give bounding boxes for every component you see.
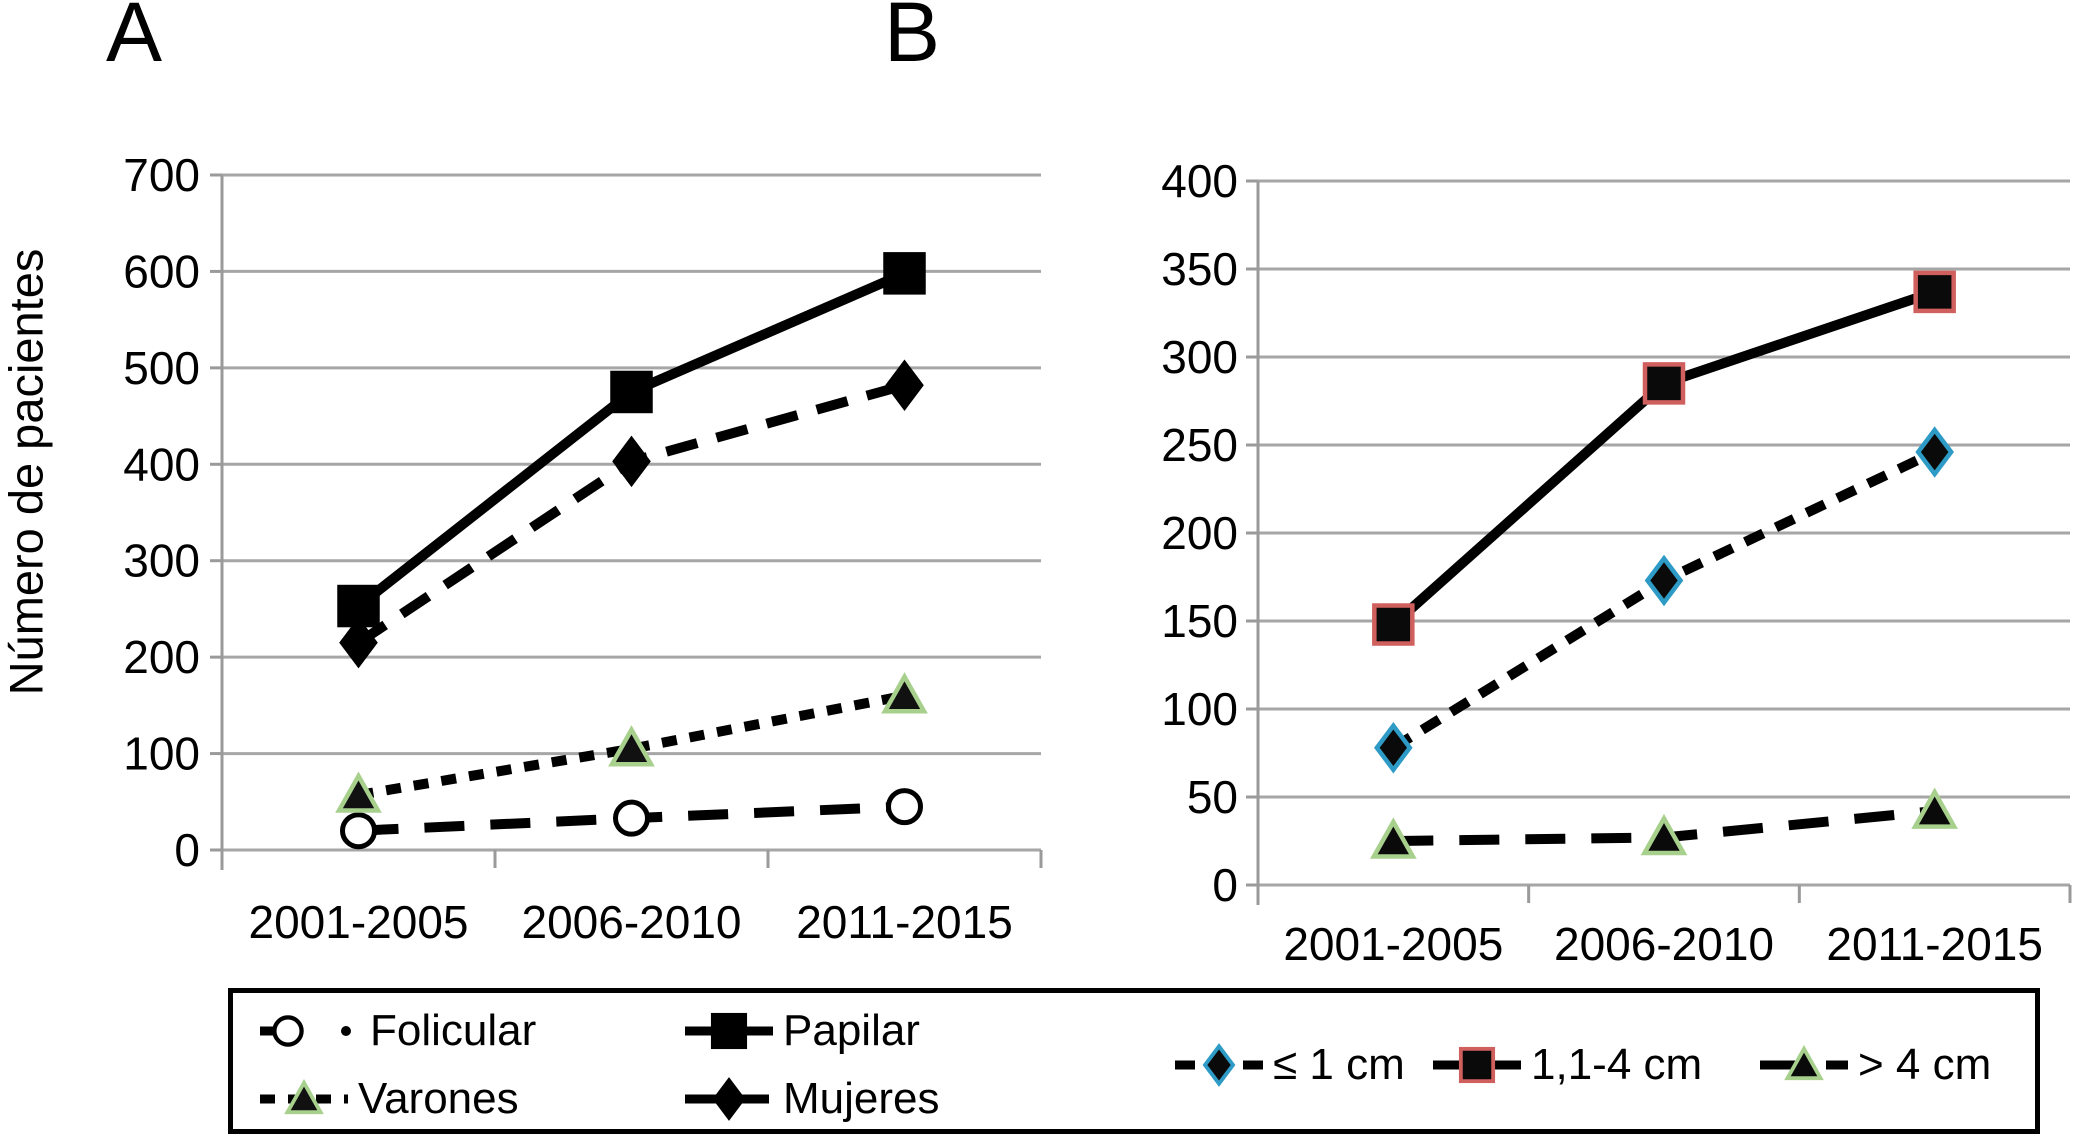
panel-B: 0 50 100 150 200 250 300 350 400 2001-2005 2006-20… xyxy=(1161,155,2072,970)
data-point-marker-square xyxy=(1458,1046,1496,1084)
y-tick-label: 300 xyxy=(1161,331,1238,383)
data-point-marker-triangle xyxy=(335,771,382,813)
y-tick-label: 100 xyxy=(123,728,200,780)
data-point-marker-triangle xyxy=(1640,813,1688,856)
legend-item-b-1: 1,1-4 cm xyxy=(1431,1040,1703,1089)
legend-swatch-triangle-icon xyxy=(260,1078,348,1115)
x-tick-label: 2011-2015 xyxy=(1826,918,2043,970)
panel-A: 0 100 200 300 400 500 600 700 2001-2005 2006-2010… xyxy=(123,149,1043,948)
series-Folicular xyxy=(340,788,923,850)
legend-item-a-0: Folicular xyxy=(258,1006,537,1055)
data-point-marker-circle xyxy=(613,799,650,837)
data-point-marker-square xyxy=(1372,603,1415,646)
y-tick-label: 200 xyxy=(1161,507,1238,559)
series-> 4 cm xyxy=(1369,787,1959,859)
data-point-marker-triangle xyxy=(1369,817,1417,859)
data-point-marker-diamond xyxy=(885,359,924,411)
legend-item-b-2: > 4 cm xyxy=(1758,1040,1992,1089)
legend-item-a-3: Mujeres xyxy=(683,1074,940,1123)
data-point-marker-triangle xyxy=(284,1078,324,1115)
y-tick-label: 200 xyxy=(123,631,200,683)
data-point-marker-square xyxy=(1913,270,1956,314)
legend-swatch-square-icon xyxy=(685,1012,773,1050)
y-tick-label: 250 xyxy=(1161,419,1238,471)
data-point-marker-diamond xyxy=(1202,1043,1236,1087)
data-point-marker-diamond xyxy=(1374,721,1413,774)
y-tick-label: 600 xyxy=(123,245,200,297)
series-≤ 1 cm xyxy=(1374,426,1954,774)
y-tick-label: 400 xyxy=(1161,155,1238,207)
legend-swatch-triangle-icon xyxy=(1760,1044,1848,1081)
panel-label-a: A xyxy=(106,0,163,79)
data-point-marker-square xyxy=(1642,362,1686,405)
legend-swatch-square-icon xyxy=(1433,1046,1521,1084)
data-point-marker-circle xyxy=(340,812,377,850)
data-point-marker-triangle xyxy=(881,672,928,714)
x-tick-label: 2006-2010 xyxy=(522,896,742,948)
y-tick-label: 300 xyxy=(123,535,200,587)
series-1,1-4 cm xyxy=(1372,270,1956,646)
y-tick-label: 50 xyxy=(1187,771,1238,823)
series-line xyxy=(355,380,906,647)
y-tick-label: 700 xyxy=(123,149,200,201)
x-tick-label: 2001-2005 xyxy=(249,896,469,948)
legend-label: > 4 cm xyxy=(1858,1040,1992,1089)
y-tick-label: 150 xyxy=(1161,595,1238,647)
data-point-marker-diamond xyxy=(1915,426,1954,478)
legend-label: Mujeres xyxy=(783,1074,940,1123)
data-point-marker-circle xyxy=(272,1015,304,1047)
y-tick-label: 500 xyxy=(123,342,200,394)
data-point-marker-diamond xyxy=(1644,554,1684,607)
data-point-marker-circle xyxy=(886,788,923,826)
series-line xyxy=(357,690,906,800)
data-point-marker-diamond xyxy=(339,616,378,669)
legend-swatch-diamond-icon xyxy=(1175,1043,1263,1087)
panel-label-b: B xyxy=(884,0,941,79)
y-tick-label: 400 xyxy=(123,438,200,490)
data-point-marker-triangle xyxy=(1784,1044,1824,1081)
data-point-marker-square xyxy=(610,370,653,414)
legend-box: Folicular Papilar Varones Mujeres ≤ 1 cm 1,1-… xyxy=(228,988,2040,1134)
data-point-marker-diamond xyxy=(612,435,651,488)
data-point-marker-triangle xyxy=(608,725,655,767)
data-point-marker-diamond xyxy=(712,1077,746,1121)
y-tick-label: 100 xyxy=(1161,683,1238,735)
legend-dash-dot xyxy=(341,1026,351,1036)
x-tick-label: 2011-2015 xyxy=(796,896,1013,948)
legend-label: Folicular xyxy=(370,1006,537,1055)
y-tick-label: 350 xyxy=(1161,243,1238,295)
legend-item-a-2: Varones xyxy=(258,1074,519,1123)
data-point-marker-triangle xyxy=(1911,787,1959,829)
y-axis-title: Número de pacientes xyxy=(0,248,53,696)
legend-label: 1,1-4 cm xyxy=(1531,1040,1703,1089)
x-tick-label: 2001-2005 xyxy=(1283,918,1503,970)
legend-label: Papilar xyxy=(783,1006,920,1055)
legend-label: Varones xyxy=(358,1074,519,1123)
legend-item-b-0: ≤ 1 cm xyxy=(1173,1040,1405,1089)
y-tick-label: 0 xyxy=(174,824,200,876)
legend-swatch-diamond-icon xyxy=(685,1077,773,1121)
y-tick-label: 0 xyxy=(1212,859,1238,911)
data-point-marker-square xyxy=(710,1012,748,1050)
data-point-marker-square xyxy=(883,252,926,295)
legend-label: ≤ 1 cm xyxy=(1273,1040,1405,1089)
legend-swatch-circle-open-icon xyxy=(260,1015,351,1047)
legend-item-a-1: Papilar xyxy=(683,1006,920,1055)
x-tick-label: 2006-2010 xyxy=(1554,918,1774,970)
series-Mujeres xyxy=(339,359,924,669)
series-Varones xyxy=(335,672,928,813)
